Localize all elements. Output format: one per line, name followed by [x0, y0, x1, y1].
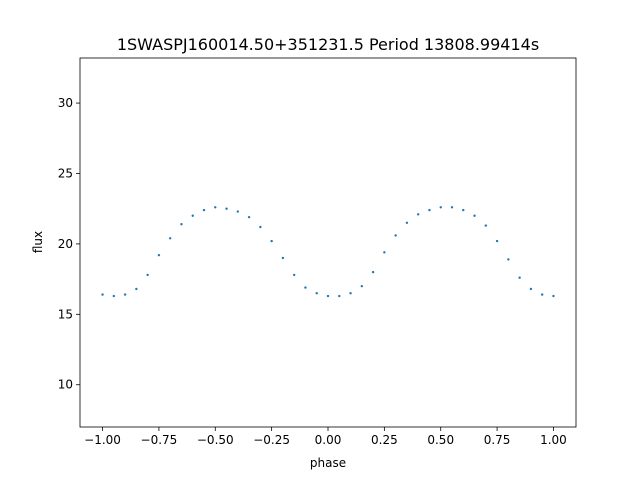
data-point: [326, 294, 330, 298]
data-point: [168, 237, 172, 240]
data-point: [247, 215, 251, 219]
data-point: [552, 294, 555, 298]
y-axis-ticks: 10 15 20 25 30: [58, 96, 80, 392]
x-tick-label: −0.50: [197, 433, 234, 447]
y-tick-label: 15: [58, 307, 73, 321]
x-tick-label: 1.00: [540, 433, 567, 447]
y-tick-label: 30: [58, 96, 73, 110]
data-point: [507, 258, 510, 261]
data-point: [540, 293, 544, 296]
data-point: [202, 208, 206, 212]
data-point: [338, 294, 341, 298]
data-point: [439, 206, 442, 209]
data-point: [428, 208, 431, 212]
data-point: [123, 293, 127, 296]
x-axis-ticks: −1.00 −0.75 −0.50 −0.25 0.00 0.25 0.50 0.75 1.00: [84, 427, 567, 447]
data-point: [473, 214, 476, 217]
data-point: [236, 210, 240, 213]
data-point: [450, 206, 454, 209]
y-tick-label: 20: [58, 237, 73, 251]
scatter-points: [101, 206, 555, 298]
x-tick-label: 0.50: [427, 433, 454, 447]
data-point: [101, 293, 104, 296]
data-point: [360, 284, 364, 288]
data-point: [304, 286, 307, 289]
data-point: [259, 225, 262, 229]
data-point: [191, 214, 194, 217]
data-point: [371, 270, 375, 274]
x-tick-label: 0.00: [315, 433, 342, 447]
data-point: [146, 273, 149, 277]
x-tick-label: −1.00: [84, 433, 121, 447]
data-point: [292, 273, 296, 277]
chart-title: 1SWASPJ160014.50+351231.5 Period 13808.9…: [117, 35, 539, 54]
data-point: [529, 287, 533, 291]
x-tick-label: 0.75: [484, 433, 511, 447]
y-tick-label: 25: [58, 166, 73, 180]
data-point: [270, 239, 273, 243]
data-point: [518, 276, 521, 279]
data-point: [416, 213, 420, 216]
data-point: [225, 207, 228, 210]
data-point: [462, 208, 465, 212]
data-point: [405, 221, 409, 224]
data-point: [112, 294, 116, 298]
x-tick-label: −0.25: [253, 433, 290, 447]
data-point: [214, 206, 217, 209]
y-axis-label: flux: [31, 231, 45, 253]
data-point: [495, 239, 499, 243]
x-axis-label: phase: [310, 456, 346, 470]
data-point: [383, 251, 386, 254]
data-point: [349, 292, 352, 295]
data-point: [135, 287, 138, 291]
data-point: [281, 256, 285, 260]
data-point: [394, 234, 397, 237]
data-point: [157, 253, 161, 257]
data-point: [484, 224, 488, 227]
data-point: [180, 222, 183, 226]
y-tick-label: 10: [58, 378, 73, 392]
x-tick-label: 0.25: [371, 433, 398, 447]
data-point: [315, 292, 318, 295]
x-tick-label: −0.75: [141, 433, 178, 447]
